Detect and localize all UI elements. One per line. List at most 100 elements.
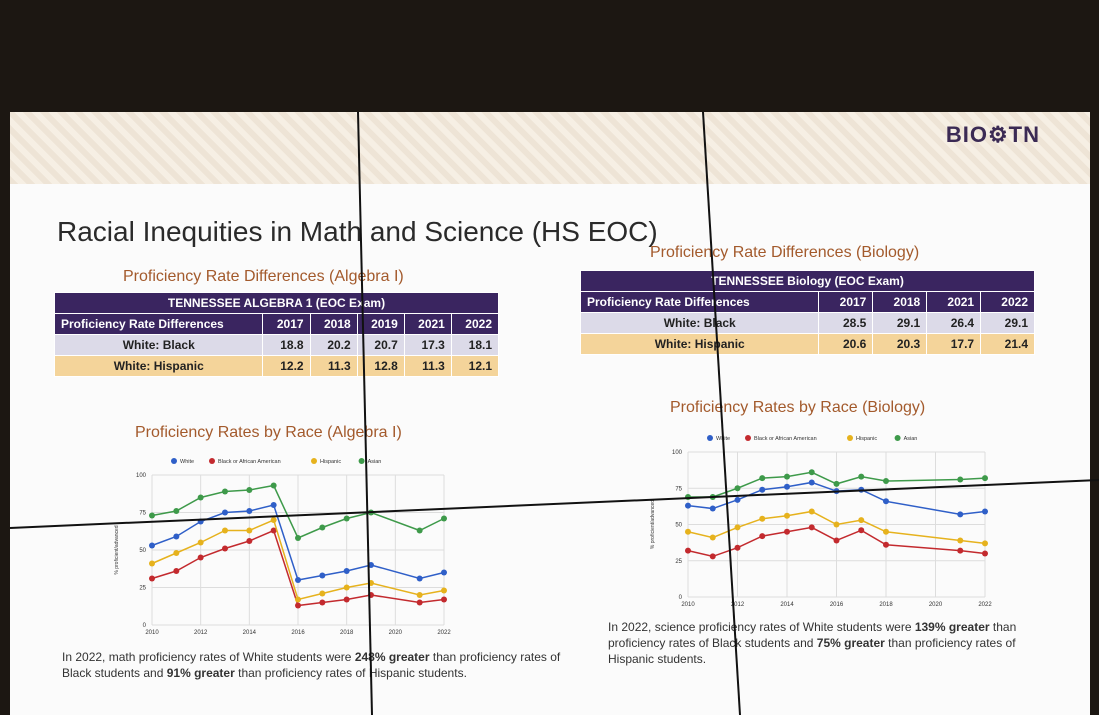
data-point (416, 575, 423, 582)
table-cell: White: Hispanic (579, 333, 820, 355)
table-header-row: Proficiency Rate Differences 2017 2018 2021… (579, 291, 1035, 313)
data-point (197, 539, 204, 546)
data-point (759, 486, 766, 493)
data-point (343, 584, 350, 591)
data-point (149, 542, 155, 549)
table-cell: 12.8 (356, 355, 405, 377)
data-point (734, 496, 741, 503)
x-tick-label: 2018 (879, 602, 893, 608)
data-point (759, 533, 766, 540)
x-tick-label: 2014 (243, 630, 257, 636)
table-cell: 20.6 (818, 333, 874, 355)
data-point (246, 538, 253, 544)
data-point (416, 592, 423, 598)
data-point (808, 524, 815, 531)
data-point (222, 509, 228, 516)
legend-swatch (847, 435, 853, 441)
legend-label: Hispanic (320, 459, 341, 465)
y-tick-label: 0 (679, 595, 683, 601)
caption-text: than proficiency rates of Black students… (62, 650, 561, 680)
header-cell: 2017 (818, 291, 874, 313)
caption-text: 248% greater (354, 650, 430, 664)
table-row: White: Black 18.8 20.2 20.7 17.3 18.1 (53, 334, 500, 356)
data-point (246, 508, 253, 514)
table-cell: 28.5 (818, 312, 874, 334)
header-cell: Proficiency Rate Differences (53, 313, 264, 335)
data-point (197, 554, 204, 561)
data-point (319, 590, 326, 597)
y-tick-label: 100 (672, 450, 683, 456)
data-point (734, 544, 741, 551)
subtitle: Proficiency Rate Differences (Biology) (650, 244, 920, 261)
x-tick-label: 2020 (389, 630, 403, 636)
y-tick-label: 25 (675, 559, 682, 565)
data-point (173, 550, 180, 556)
data-point (957, 476, 964, 483)
data-point (685, 502, 691, 509)
data-point (982, 550, 988, 557)
data-point (833, 537, 840, 544)
y-tick-label: 25 (139, 586, 146, 592)
table: TENNESSEE Biology (EOC Exam) Proficiency … (579, 270, 1035, 355)
data-point (441, 587, 447, 594)
data-point (784, 528, 790, 535)
data-point (441, 569, 447, 576)
data-point (319, 524, 326, 531)
data-point (319, 599, 326, 606)
data-point (759, 475, 766, 482)
x-tick-label: 2012 (731, 602, 745, 608)
x-tick-label: 2018 (340, 630, 354, 636)
data-point (222, 488, 228, 495)
caption-text: In 2022, math proficiency rates of White… (62, 650, 355, 664)
data-point (808, 508, 815, 515)
data-point (808, 479, 815, 486)
data-point (982, 540, 988, 547)
series-line (151, 484, 445, 539)
table-title: TENNESSEE Biology (EOC Exam) (580, 270, 1035, 292)
data-point (416, 599, 423, 606)
data-point (295, 577, 301, 583)
legend-label: Hispanic (856, 436, 877, 442)
header-cell: 2019 (356, 313, 405, 335)
data-point (173, 568, 180, 574)
data-point (833, 480, 840, 487)
caption-text: 91% greater (166, 666, 235, 680)
slide-title: Racial Inequities in Math and Science (H… (57, 216, 658, 247)
table-cell: White: Hispanic (53, 355, 264, 377)
x-tick-label: 2016 (291, 630, 305, 636)
legend-swatch (707, 435, 713, 441)
data-point (685, 547, 691, 554)
table-cell: White: Black (53, 334, 264, 356)
data-point (734, 524, 741, 531)
series-line (151, 504, 445, 581)
header-cell: Proficiency Rate Differences (579, 291, 820, 313)
header-cell: 2022 (980, 291, 1035, 313)
table-cell: 20.3 (872, 333, 928, 355)
data-point (441, 596, 447, 603)
data-point (759, 515, 766, 522)
table-row: White: Black 28.5 29.1 26.4 29.1 (579, 312, 1035, 334)
data-point (883, 498, 889, 505)
data-point (149, 560, 155, 567)
x-tick-label: 2016 (830, 602, 844, 608)
caption-text: than proficiency rates of Hispanic stude… (234, 666, 467, 680)
legend-swatch (894, 435, 901, 441)
seam (9, 479, 1099, 529)
y-tick-label: 50 (675, 523, 682, 529)
data-point (784, 483, 790, 490)
data-point (883, 478, 889, 484)
data-point (149, 512, 155, 519)
legend-label: Black or African American (754, 436, 817, 442)
data-point (685, 528, 691, 535)
data-point (858, 473, 865, 480)
legend-label: White (180, 459, 194, 465)
data-point (270, 502, 277, 508)
data-point (197, 494, 204, 501)
y-axis-label: % proficient/advanced (114, 525, 120, 574)
table-cell: 11.3 (403, 355, 452, 377)
data-point (858, 517, 865, 524)
data-point (295, 535, 301, 541)
data-point (784, 512, 790, 519)
